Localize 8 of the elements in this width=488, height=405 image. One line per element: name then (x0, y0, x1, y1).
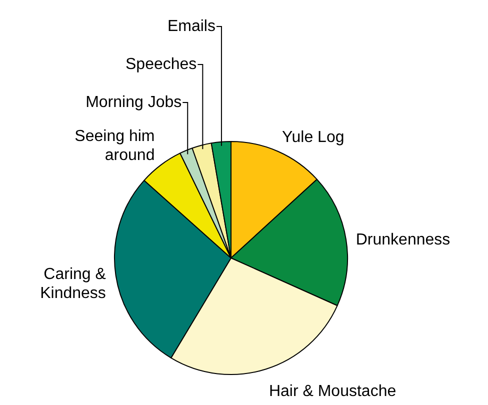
slice-label: Speeches (126, 56, 197, 73)
slice-label: Caring & Kindness (40, 266, 106, 302)
slice-label: Hair & Moustache (268, 383, 396, 400)
slice-label: Morning Jobs (86, 94, 182, 111)
slice-label: Yule Log (282, 128, 344, 146)
slice-label: Seeing him around (74, 128, 155, 164)
slice-label: Drunkenness (356, 232, 450, 249)
slice-label: Emails (167, 18, 216, 35)
